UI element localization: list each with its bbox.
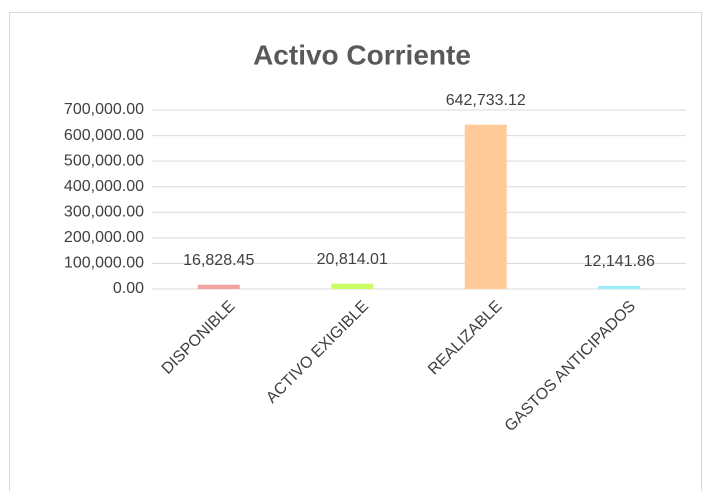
bar [197,284,240,289]
bar [331,283,374,289]
y-tick-label: 600,000.00 [64,127,144,144]
bar [598,285,641,289]
y-tick-label: 400,000.00 [64,178,144,195]
bar [464,124,507,290]
y-tick-label: 100,000.00 [64,255,144,272]
y-tick-label: 0.00 [113,280,144,297]
y-tick-label: 200,000.00 [64,229,144,246]
value-label: 12,141.86 [584,253,655,270]
y-tick-label: 700,000.00 [64,101,144,118]
y-tick-label: 500,000.00 [64,152,144,169]
chart-title: Activo Corriente [253,39,471,70]
chart-border [9,12,702,493]
value-label: 642,733.12 [446,92,526,109]
y-tick-label: 300,000.00 [64,204,144,221]
value-label: 16,828.45 [183,252,254,269]
value-label: 20,814.01 [317,251,388,268]
